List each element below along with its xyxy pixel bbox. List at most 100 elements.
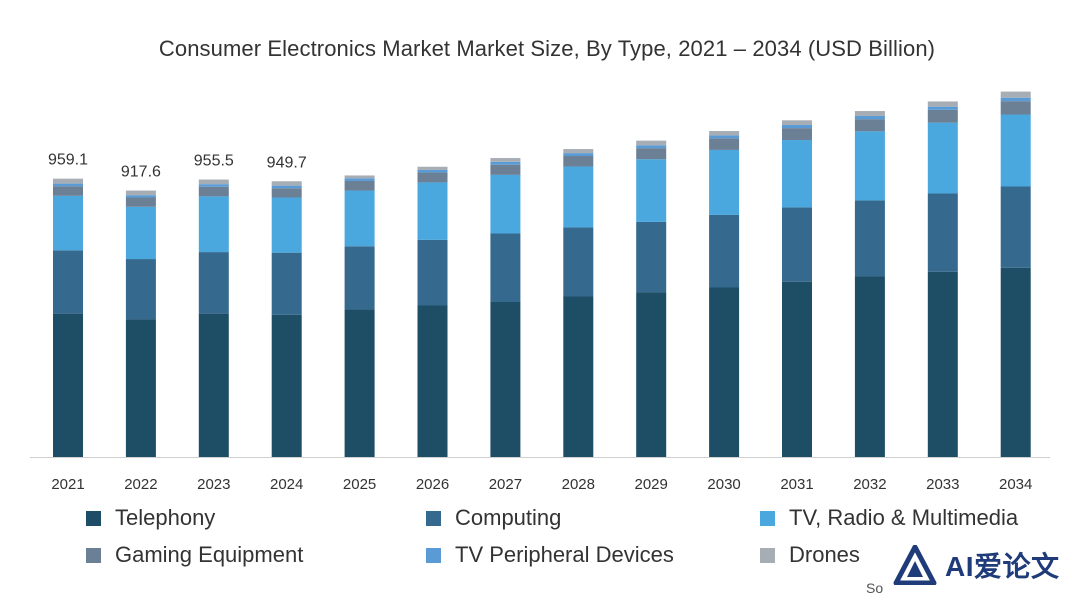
bar-segment bbox=[271, 188, 302, 198]
bar-segment bbox=[490, 158, 521, 162]
bar-segment bbox=[53, 186, 83, 196]
bar-segment bbox=[125, 190, 156, 196]
bar-segment bbox=[709, 149, 740, 215]
x-tick-label: 2024 bbox=[270, 476, 303, 493]
bar-segment bbox=[198, 313, 229, 457]
legend-label: TV, Radio & Multimedia bbox=[789, 505, 1019, 530]
bar-segment bbox=[344, 309, 375, 457]
bar-segment bbox=[198, 252, 229, 314]
x-tick-label: 2031 bbox=[780, 476, 813, 493]
legend-label: Drones bbox=[789, 542, 860, 567]
bar-segment bbox=[709, 131, 740, 136]
x-tick-label: 2022 bbox=[124, 476, 157, 493]
bar-segment bbox=[636, 145, 667, 149]
bar-segment bbox=[709, 135, 740, 139]
legend-swatch bbox=[86, 547, 101, 563]
bar-segment bbox=[563, 153, 594, 157]
legend-swatch bbox=[86, 510, 101, 526]
bar-segment bbox=[490, 161, 521, 165]
legend-label: Gaming Equipment bbox=[115, 542, 304, 567]
bar-segment bbox=[1000, 97, 1031, 102]
bar-segment bbox=[854, 115, 885, 120]
bar-total-label: 959.1 bbox=[48, 152, 88, 169]
bar-segment bbox=[563, 296, 594, 457]
legend-item: TV, Radio & Multimedia bbox=[760, 505, 1018, 531]
bar-segment bbox=[563, 149, 594, 154]
bar-segment bbox=[125, 195, 156, 198]
bar-segment bbox=[271, 181, 302, 186]
bar-segment bbox=[490, 302, 521, 457]
bar-segment bbox=[344, 175, 375, 179]
bar-segment bbox=[1000, 267, 1031, 457]
bar-segment bbox=[782, 128, 812, 141]
x-tick-label: 2023 bbox=[197, 476, 230, 493]
x-tick-label: 2028 bbox=[562, 476, 595, 493]
bar-segment bbox=[125, 259, 156, 320]
bar-segment bbox=[636, 140, 667, 146]
bar-total-label: 955.5 bbox=[194, 153, 234, 170]
bar-segment bbox=[198, 196, 229, 253]
legend-swatch bbox=[760, 510, 775, 526]
bar-segment bbox=[198, 184, 229, 187]
bar-segment bbox=[636, 148, 667, 160]
bar-segment bbox=[782, 124, 812, 129]
bar-segment bbox=[490, 164, 521, 175]
bar-segment bbox=[782, 281, 812, 457]
legend-item: TV Peripheral Devices bbox=[426, 542, 674, 568]
bar-segment bbox=[854, 276, 885, 457]
bar-segment bbox=[271, 185, 302, 189]
bar-segment bbox=[344, 180, 375, 191]
bar-total-label: 949.7 bbox=[267, 154, 307, 171]
bar-segment bbox=[636, 292, 667, 457]
bar-segment bbox=[782, 140, 812, 208]
legend-label: TV Peripheral Devices bbox=[455, 542, 674, 567]
legend-item: Computing bbox=[426, 505, 561, 531]
bar-segment bbox=[271, 197, 302, 253]
bar-segment bbox=[198, 186, 229, 197]
x-tick-label: 2032 bbox=[853, 476, 886, 493]
legend-item: Telephony bbox=[86, 505, 215, 531]
x-tick-label: 2034 bbox=[999, 476, 1032, 493]
bar-segment bbox=[1000, 91, 1031, 98]
legend-swatch bbox=[760, 547, 775, 563]
bar-segment bbox=[271, 314, 302, 457]
bar-segment bbox=[53, 195, 83, 251]
bar-segment bbox=[417, 169, 448, 173]
bar-segment bbox=[53, 250, 83, 314]
bar-segment bbox=[927, 101, 958, 107]
bar-segment bbox=[636, 159, 667, 222]
bar-segment bbox=[417, 166, 448, 170]
bar-segment bbox=[1000, 186, 1031, 268]
bar-segment bbox=[490, 174, 521, 234]
bar-segment bbox=[563, 227, 594, 297]
bar-segment bbox=[854, 111, 885, 116]
bar-segment bbox=[563, 156, 594, 167]
legend-swatch bbox=[426, 547, 441, 563]
watermark-logo: AI爱论文 bbox=[893, 545, 1060, 585]
bar-segment bbox=[927, 193, 958, 272]
bar-segment bbox=[125, 206, 156, 260]
legend-item: Gaming Equipment bbox=[86, 542, 303, 568]
bar-segment bbox=[417, 172, 448, 183]
x-tick-label: 2025 bbox=[343, 476, 376, 493]
bar-segment bbox=[854, 131, 885, 201]
bar-segment bbox=[271, 252, 302, 315]
bar-segment bbox=[417, 305, 448, 457]
source-note: So bbox=[866, 580, 884, 596]
bar-segment bbox=[854, 200, 885, 277]
bar-segment bbox=[417, 182, 448, 240]
x-tick-label: 2033 bbox=[926, 476, 959, 493]
bar-total-label: 917.6 bbox=[121, 164, 161, 181]
bar-segment bbox=[927, 109, 958, 123]
legend-swatch bbox=[426, 510, 441, 526]
bar-segment bbox=[782, 207, 812, 282]
bar-segment bbox=[854, 119, 885, 132]
bar-segment bbox=[417, 239, 448, 306]
bar-segment bbox=[709, 287, 740, 457]
ai-logo-icon bbox=[893, 545, 937, 585]
bar-segment bbox=[125, 197, 156, 207]
x-tick-label: 2027 bbox=[489, 476, 522, 493]
bar-segment bbox=[782, 120, 812, 125]
bar-segment bbox=[927, 106, 958, 110]
bar-segment bbox=[709, 214, 740, 288]
